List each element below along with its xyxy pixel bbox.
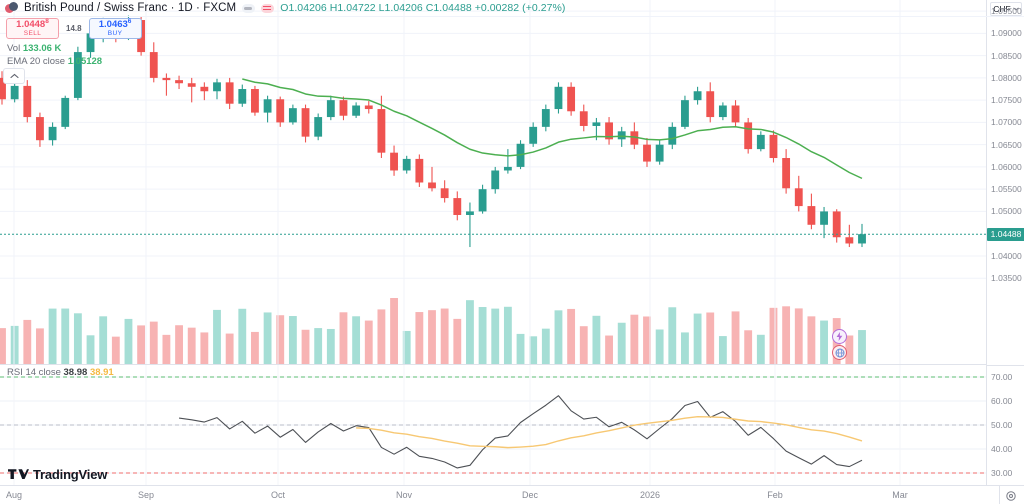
- time-axis[interactable]: Aug Sep Oct Nov Dec 2026 Feb Mar: [0, 485, 1024, 504]
- price-axis-tick: 1.06000: [991, 161, 1022, 172]
- price-axis-tick: 1.08000: [991, 72, 1022, 83]
- volume-legend-name: Vol: [7, 43, 21, 54]
- time-axis-tick: Nov: [395, 490, 413, 500]
- price-axis[interactable]: CHF 1.09500 1.09000 1.08500 1.08000 1.07500 1…: [986, 0, 1024, 485]
- price-axis-tick: 1.03500: [991, 273, 1022, 284]
- candlestick-plot: [0, 0, 986, 296]
- price-pane[interactable]: [0, 0, 986, 296]
- buy-button[interactable]: 1.04636 BUY: [88, 18, 142, 39]
- buy-price: 1.0463: [98, 19, 128, 31]
- ema-legend[interactable]: EMA 20 close 1.05128: [7, 56, 102, 67]
- rsi-ma-legend-value: 38.91: [89, 367, 114, 378]
- currency-label: CHF: [993, 4, 1011, 14]
- toggle-off-icon[interactable]: [242, 3, 256, 13]
- sell-price-sup: 8: [45, 18, 49, 26]
- ohlc-values: O1.04206 H1.04722 L1.04206 C1.04488 +0.0…: [280, 2, 566, 14]
- tradingview-wordmark: TradingView: [33, 466, 108, 482]
- rsi-axis-tick: 60.00: [991, 396, 1013, 406]
- tradingview-logo-icon: [8, 468, 29, 479]
- currency-pair-flag-icon: [5, 1, 18, 15]
- sell-button[interactable]: 1.04488 SELL: [6, 18, 59, 39]
- volume-pane[interactable]: [0, 296, 986, 364]
- volume-histogram: [0, 296, 901, 364]
- sell-price: 1.0448: [16, 19, 46, 31]
- rsi-legend-name: RSI 14 close: [7, 367, 61, 378]
- rsi-axis-tick: 40.00: [991, 444, 1013, 454]
- price-axis-tick: 1.05000: [991, 206, 1022, 217]
- price-axis-tick: 1.05500: [991, 184, 1022, 195]
- price-axis-tick: 1.06500: [991, 139, 1022, 150]
- rsi-axis-tick: 50.00: [991, 420, 1013, 430]
- globe-badge-icon[interactable]: [832, 345, 847, 360]
- currency-selector[interactable]: CHF: [990, 2, 1022, 16]
- ema-legend-value: 1.05128: [67, 56, 103, 67]
- price-axis-tick: 1.08500: [991, 50, 1022, 61]
- gear-icon[interactable]: [1004, 489, 1018, 503]
- axis-divider: [999, 486, 1000, 504]
- sell-label: SELL: [23, 30, 42, 38]
- price-axis-tick: 1.09000: [991, 28, 1022, 39]
- axis-divider: [987, 365, 1024, 366]
- time-axis-tick: Sep: [137, 490, 155, 500]
- time-axis-tick: Dec: [521, 490, 539, 500]
- time-axis-tick: Mar: [892, 490, 908, 500]
- trade-chips: 1.04488 SELL 14.8 1.04636 BUY: [6, 18, 142, 39]
- rsi-plot: [0, 365, 986, 485]
- time-axis-tick: Oct: [270, 490, 286, 500]
- rsi-axis-tick: 30.00: [991, 468, 1013, 478]
- rsi-pane[interactable]: [0, 365, 986, 485]
- price-axis-tick: 1.04000: [991, 250, 1022, 261]
- rsi-legend[interactable]: RSI 14 close 38.98 38.91: [7, 367, 114, 378]
- spread-value: 14.8: [66, 24, 82, 33]
- price-axis-tick: 1.07500: [991, 95, 1022, 106]
- buy-price-sup: 6: [127, 18, 132, 26]
- volume-legend[interactable]: Vol 133.06 K: [7, 43, 61, 54]
- volume-legend-value: 133.06 K: [22, 43, 62, 54]
- buy-label: BUY: [107, 30, 123, 38]
- price-axis-tick: 1.09500: [991, 6, 1022, 17]
- tradingview-watermark: TradingView: [8, 466, 107, 482]
- toggle-on-icon[interactable]: [261, 3, 275, 13]
- ema-legend-name: EMA 20 close: [7, 56, 66, 67]
- pane-divider: [0, 364, 986, 365]
- time-axis-tick: 2026: [639, 490, 661, 500]
- rsi-axis-tick: 70.00: [991, 372, 1013, 382]
- rsi-legend-value: 38.98: [63, 367, 88, 378]
- price-axis-tick: 1.07000: [991, 117, 1022, 128]
- symbol-title[interactable]: British Pound / Swiss Franc · 1D · FXCM: [24, 2, 237, 14]
- flash-badge-icon[interactable]: [832, 329, 847, 344]
- time-axis-tick: Aug: [5, 490, 23, 500]
- time-axis-tick: Feb: [767, 490, 783, 500]
- current-price-badge: 1.04488: [987, 227, 1024, 241]
- chart-header: British Pound / Swiss Franc · 1D · FXCM …: [0, 0, 1024, 17]
- chevron-up-icon[interactable]: [3, 68, 25, 84]
- chevron-down-icon: [1012, 7, 1019, 11]
